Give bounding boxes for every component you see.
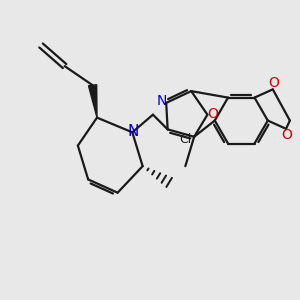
- Text: Cl: Cl: [179, 133, 191, 146]
- Text: N: N: [128, 124, 139, 139]
- Text: O: O: [268, 76, 279, 90]
- Text: N: N: [157, 94, 167, 108]
- Text: O: O: [281, 128, 292, 142]
- Text: O: O: [207, 107, 218, 121]
- Polygon shape: [88, 85, 97, 118]
